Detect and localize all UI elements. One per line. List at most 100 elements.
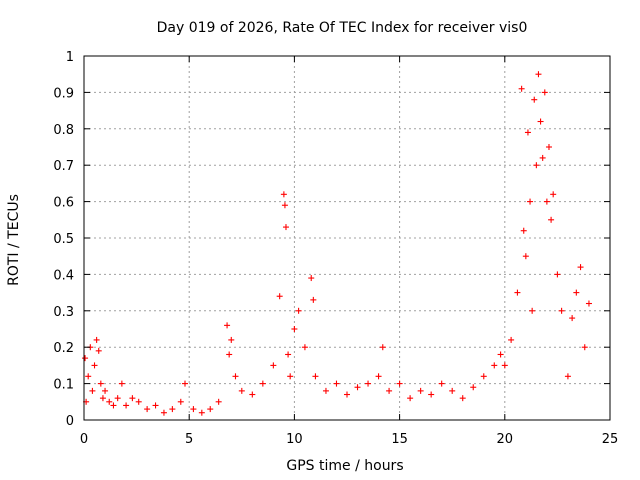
data-point <box>541 89 548 96</box>
data-point <box>123 402 130 409</box>
data-point <box>129 395 136 402</box>
data-point <box>449 387 456 394</box>
y-tick-label: 0.4 <box>53 268 74 283</box>
data-point <box>238 387 245 394</box>
y-tick-label: 0.7 <box>53 159 74 174</box>
data-point <box>270 362 277 369</box>
data-point <box>282 224 289 231</box>
data-point <box>91 362 98 369</box>
grid-lines <box>84 56 610 420</box>
x-tick-label: 5 <box>185 432 193 447</box>
data-point <box>558 307 565 314</box>
data-point <box>569 315 576 322</box>
data-point <box>396 380 403 387</box>
data-point <box>308 275 315 282</box>
data-point <box>533 162 540 169</box>
data-point <box>280 191 287 198</box>
data-point <box>295 307 302 314</box>
data-point <box>102 387 109 394</box>
y-axis-label: ROTI / TECUs <box>6 194 22 286</box>
data-point <box>535 71 542 78</box>
x-axis-ticks: 0 5 10 15 20 25 <box>80 56 618 447</box>
data-point <box>333 380 340 387</box>
x-tick-label: 0 <box>80 432 88 447</box>
data-point <box>438 380 445 387</box>
data-point <box>407 395 414 402</box>
data-point <box>537 118 544 125</box>
data-points <box>82 71 592 416</box>
data-point <box>522 253 529 260</box>
data-point <box>491 362 498 369</box>
data-point <box>554 271 561 278</box>
data-point <box>581 344 588 351</box>
data-point <box>497 351 504 358</box>
data-point <box>85 373 92 380</box>
data-point <box>354 384 361 391</box>
data-point <box>152 402 159 409</box>
data-point <box>177 398 184 405</box>
data-point <box>181 380 188 387</box>
data-point <box>207 406 214 413</box>
data-point <box>224 322 231 329</box>
data-point <box>322 387 329 394</box>
data-point <box>198 409 205 416</box>
y-tick-label: 0.1 <box>53 378 74 393</box>
data-point <box>524 129 531 136</box>
data-point <box>301 344 308 351</box>
data-point <box>89 387 96 394</box>
x-tick-label: 25 <box>602 432 619 447</box>
data-point <box>232 373 239 380</box>
data-point <box>249 391 256 398</box>
data-point <box>508 336 515 343</box>
data-point <box>310 296 317 303</box>
data-point <box>144 406 151 413</box>
data-point <box>228 336 235 343</box>
data-point <box>564 373 571 380</box>
data-point <box>226 351 233 358</box>
data-point <box>375 373 382 380</box>
y-tick-label: 0.2 <box>53 341 74 356</box>
data-point <box>573 289 580 296</box>
data-point <box>82 355 89 362</box>
data-point <box>95 347 102 354</box>
data-point <box>514 289 521 296</box>
data-point <box>276 293 283 300</box>
y-tick-label: 0.8 <box>53 123 74 138</box>
data-point <box>379 344 386 351</box>
data-point <box>312 373 319 380</box>
data-point <box>259 380 266 387</box>
data-point <box>518 85 525 92</box>
y-tick-label: 0.5 <box>53 232 74 247</box>
data-point <box>417 387 424 394</box>
data-point <box>480 373 487 380</box>
data-point <box>529 307 536 314</box>
data-point <box>527 198 534 205</box>
data-point <box>160 409 167 416</box>
data-point <box>344 391 350 398</box>
data-point <box>281 202 288 209</box>
data-point <box>501 362 508 369</box>
data-point <box>531 96 538 103</box>
data-point <box>365 380 372 387</box>
data-point <box>169 406 176 413</box>
data-point <box>106 398 113 405</box>
data-point <box>285 351 292 358</box>
data-point <box>545 144 552 150</box>
y-tick-label: 0.3 <box>53 305 74 320</box>
data-point <box>291 326 298 332</box>
data-point <box>459 395 466 402</box>
data-point <box>585 300 592 307</box>
x-tick-label: 10 <box>286 432 303 447</box>
y-tick-label: 0.6 <box>53 196 74 211</box>
data-point <box>550 191 557 198</box>
x-tick-label: 20 <box>497 432 514 447</box>
data-point <box>110 402 117 409</box>
y-tick-label: 1 <box>66 50 74 65</box>
data-point <box>93 336 100 343</box>
data-point <box>548 216 555 223</box>
data-point <box>99 395 106 402</box>
data-point <box>190 406 197 413</box>
data-point <box>118 380 125 387</box>
data-point <box>539 154 546 161</box>
